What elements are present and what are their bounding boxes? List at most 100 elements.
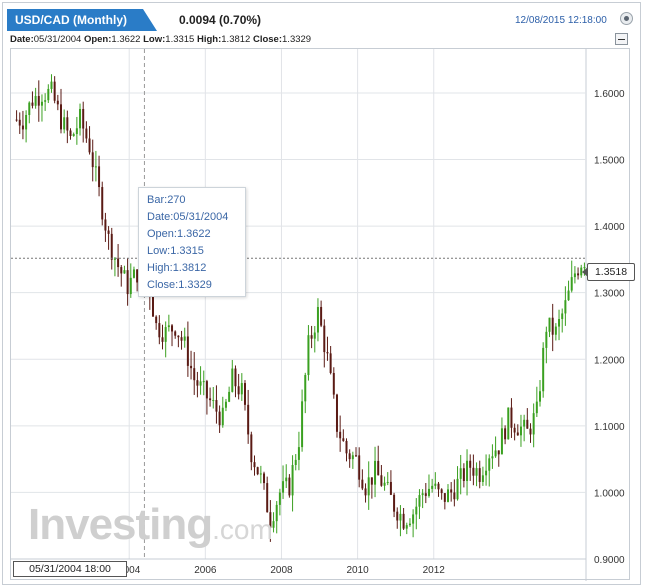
candle-body	[532, 413, 535, 435]
candle-body	[402, 513, 405, 529]
candle-body	[269, 512, 272, 528]
candle-body	[104, 219, 107, 231]
candle-body	[361, 479, 364, 489]
candle-body	[47, 88, 50, 101]
candle-body	[567, 290, 570, 301]
candle-body	[66, 117, 69, 131]
candle-body	[266, 483, 269, 513]
candle-body	[199, 381, 202, 386]
x-tick-label: 2008	[270, 565, 293, 576]
candle-body	[418, 495, 421, 507]
candle-body	[447, 489, 450, 502]
candle-body	[155, 316, 158, 324]
tooltip-close: 1.3329	[178, 279, 212, 291]
candle-body	[31, 102, 34, 106]
candle-body	[218, 411, 221, 426]
tooltip-high-row: High:1.3812	[147, 260, 245, 277]
candle-body	[63, 117, 66, 130]
candle-body	[539, 391, 542, 402]
candle-body	[475, 468, 478, 476]
candle-body	[37, 95, 40, 106]
candle-body	[243, 383, 246, 405]
candle-body	[132, 269, 135, 278]
plot-area[interactable]: 0.9000 1.0000 1.1000 1.2000 1.3000 1.4000 1.50…	[10, 48, 631, 581]
info-open: 1.3622	[111, 34, 141, 45]
info-high: 1.3812	[221, 34, 251, 45]
candle-body	[259, 473, 262, 475]
candle-body	[174, 331, 177, 336]
candle-body	[561, 313, 564, 320]
tooltip-open-row: Open:1.3622	[147, 226, 245, 243]
candle-body	[171, 325, 174, 332]
logo-brand: Investing	[28, 500, 213, 549]
y-tick-label: 1.4000	[594, 222, 625, 233]
candle-body	[310, 335, 313, 339]
tooltip-high: 1.3812	[172, 262, 207, 274]
candle-body	[355, 455, 358, 457]
candle-body	[82, 108, 85, 129]
candlestick-chart[interactable]: 0.9000 1.0000 1.1000 1.2000 1.3000 1.4000 1.50…	[11, 49, 631, 581]
candle-body	[237, 386, 240, 395]
candle-body	[488, 458, 491, 471]
candle-body	[548, 317, 551, 332]
instrument-tab[interactable]: USD/CAD (Monthly)	[7, 9, 157, 31]
candle-body	[427, 488, 430, 496]
candle-body	[335, 394, 338, 432]
candle-body	[459, 468, 462, 479]
candle-body	[69, 130, 72, 136]
y-tick-label: 1.3000	[594, 289, 625, 300]
candle-body	[151, 296, 154, 317]
candle-body	[253, 462, 256, 468]
candle-body	[580, 267, 583, 276]
candle-body	[186, 336, 189, 366]
info-low-label: Low:	[143, 34, 166, 45]
candle-body	[415, 506, 418, 515]
ohlc-info-bar: Date:05/31/2004 Open:1.3622 Low:1.3315 H…	[10, 34, 311, 45]
candle-body	[40, 101, 43, 106]
candle-body	[75, 128, 78, 135]
candle-body	[307, 335, 310, 376]
candle-body	[107, 230, 110, 234]
candle-body	[453, 492, 456, 500]
info-low: 1.3315	[165, 34, 195, 45]
info-date-label: Date:	[10, 34, 34, 45]
candle-body	[370, 477, 373, 485]
current-price-label: 1.3518	[582, 263, 635, 281]
candle-body	[326, 352, 329, 354]
x-tick-label: 2010	[346, 565, 369, 576]
candle-body	[440, 489, 443, 494]
candle-body	[164, 327, 167, 342]
candle-body	[437, 483, 440, 490]
candle-body	[250, 434, 253, 463]
candle-body	[288, 477, 291, 496]
candle-body	[554, 326, 557, 335]
candle-body	[507, 407, 510, 440]
candle-body	[542, 347, 545, 392]
y-tick-label: 1.1000	[594, 422, 625, 433]
candle-body	[275, 504, 278, 522]
candle-body	[386, 481, 389, 483]
tooltip-date-label: Date:	[147, 211, 174, 223]
candle-body	[263, 473, 266, 484]
candle-body	[485, 470, 488, 476]
candle-body	[380, 475, 383, 486]
candle-body	[573, 273, 576, 278]
tooltip-low-label: Low:	[147, 245, 171, 257]
candle-body	[519, 426, 522, 436]
last-update-datetime: 12/08/2015 12:18:00	[515, 15, 607, 26]
minimize-icon[interactable]	[615, 33, 628, 45]
candle-body	[196, 380, 199, 386]
close-icon[interactable]	[620, 12, 633, 25]
candle-body	[412, 514, 415, 524]
candle-body	[570, 277, 573, 291]
candle-body	[272, 521, 275, 528]
candle-body	[94, 166, 97, 168]
candle-body	[234, 368, 237, 387]
candle-body	[564, 300, 567, 314]
tooltip-bar-label: Bar:	[147, 194, 168, 206]
tooltip-date-row: Date:05/31/2004	[147, 209, 245, 226]
candle-body	[500, 428, 503, 455]
tab-shape	[7, 9, 157, 31]
candle-body	[516, 432, 519, 436]
candle-body	[205, 381, 208, 399]
